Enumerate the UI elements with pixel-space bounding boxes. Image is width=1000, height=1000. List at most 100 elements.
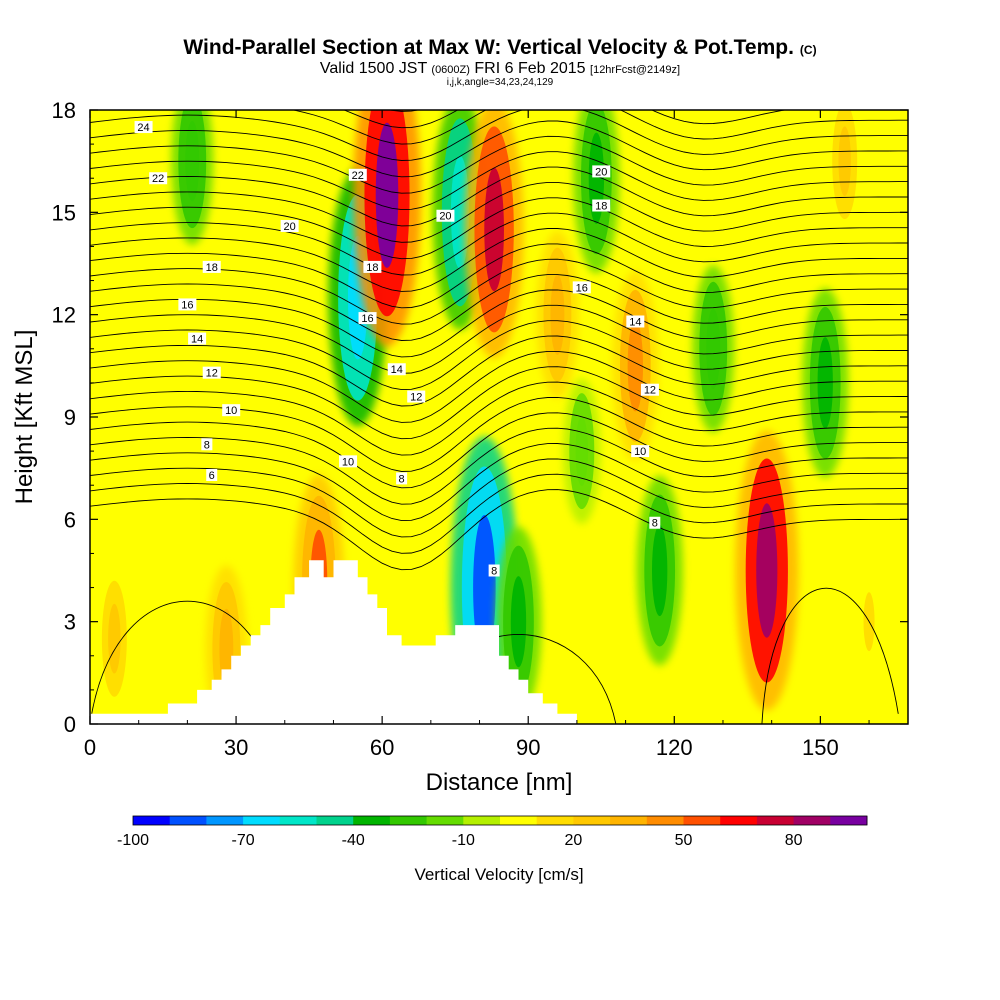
colorbar-frame — [132, 815, 868, 826]
terrain — [90, 560, 577, 724]
contour-label-text: 18 — [206, 262, 218, 274]
velocity-cell — [612, 270, 659, 461]
contour-label-text: 14 — [191, 334, 203, 346]
contour-label-text: 12 — [644, 385, 656, 397]
contour-label: 8 — [396, 472, 408, 485]
valid-time: Valid 1500 JST — [319, 60, 427, 77]
chart-subtitle: Valid 1500 JST (0600Z) FRI 6 Feb 2015 [1… — [0, 60, 1000, 78]
theta-isentrope — [90, 473, 908, 554]
theta-isentrope — [90, 258, 908, 325]
colorbar-swatch — [169, 816, 207, 825]
colorbar-swatch — [316, 816, 354, 825]
x-tick-label: 60 — [370, 735, 394, 760]
theta-isentrope — [90, 166, 908, 227]
theta-isentrope — [761, 587, 899, 724]
theta-isentrope — [90, 304, 908, 374]
theta-isentrope — [90, 274, 908, 341]
contour-label-text: 22 — [152, 173, 164, 185]
colorbar-swatch — [463, 816, 501, 825]
contour-label-text: 12 — [410, 392, 422, 404]
theta-isentrope — [90, 489, 908, 571]
contour-label-text: 20 — [439, 211, 451, 223]
theta-isentrope — [90, 335, 908, 407]
contour-label-text: 10 — [342, 456, 354, 468]
theta-contour-labels: 24 22 22 20 20 20 18 18 18 16 16 16 14 14 14 12 12 12 10 10… — [134, 121, 661, 578]
theta-isentrope — [90, 212, 908, 276]
contour-label: 22 — [149, 172, 168, 185]
colorbar-swatch — [610, 816, 648, 825]
theta-isentrope — [90, 427, 908, 505]
velocity-cell — [636, 475, 683, 666]
contour-label-text: 24 — [137, 122, 149, 134]
contour-label: 6 — [206, 468, 218, 482]
colorbar-swatch — [206, 816, 244, 825]
contour-label-text: 20 — [284, 221, 296, 233]
colorbar-swatch — [683, 816, 721, 825]
theta-isentrope — [342, 110, 788, 129]
colorbar-swatch — [353, 816, 391, 825]
contour-label: 18 — [363, 260, 382, 274]
contour-label: 22 — [348, 168, 367, 182]
colorbar-swatch — [133, 816, 171, 825]
colorbar-swatch — [243, 816, 281, 825]
contour-label-text: 8 — [652, 518, 658, 530]
colorbar-tick-label: -40 — [342, 832, 365, 849]
contour-label: 16 — [572, 281, 591, 294]
colorbar-swatch — [279, 816, 317, 825]
theta-isentrope — [90, 243, 908, 309]
colorbar-tick-label: -70 — [232, 832, 255, 849]
contour-label: 8 — [649, 516, 661, 530]
contour-label: 12 — [640, 383, 659, 397]
title-mark: (C) — [799, 43, 817, 57]
velocity-cell — [735, 430, 799, 711]
chart-title: Wind-Parallel Section at Max W: Vertical… — [0, 36, 1000, 60]
contour-label: 14 — [188, 332, 207, 346]
theta-isentrope — [90, 197, 908, 260]
y-tick-label: 3 — [64, 610, 76, 635]
x-tick-label: 90 — [516, 735, 540, 760]
contour-label-text: 8 — [204, 439, 210, 451]
velocity-cell — [464, 110, 524, 359]
theta-isentrope — [90, 181, 908, 243]
contour-label: 20 — [592, 165, 611, 178]
y-tick-label: 0 — [64, 712, 76, 737]
colorbar-swatch — [793, 816, 831, 825]
velocity-cell — [563, 378, 601, 524]
colorbar-swatch — [389, 816, 428, 825]
colorbar-title: Vertical Velocity [cm/s] — [414, 865, 583, 884]
theta-isentrope — [90, 381, 908, 456]
theta-isentrope — [90, 289, 908, 358]
velocity-cell — [353, 110, 421, 347]
contour-label-text: 8 — [399, 473, 405, 485]
contour-label-text: 18 — [366, 262, 378, 274]
y-axis-title: Height [Kft MSL] — [11, 330, 38, 505]
colorbar-swatch — [573, 816, 611, 825]
contour-label: 10 — [631, 445, 650, 458]
chart-indices: i,j,k,angle=34,23,24,129 — [446, 77, 554, 88]
chart-title-text: Wind-Parallel Section at Max W: Vertical… — [183, 36, 794, 59]
contour-label: 14 — [626, 315, 645, 328]
x-tick-label: 150 — [802, 735, 839, 760]
contour-label-text: 12 — [206, 368, 218, 380]
velocity-cell — [825, 110, 864, 234]
colorbar-swatch — [756, 816, 795, 825]
forecast-info: [12hrFcst@2149z] — [590, 64, 681, 76]
terrain-mask — [90, 560, 577, 724]
contour-label-text: 22 — [352, 170, 364, 182]
forecast-date: FRI 6 Feb 2015 — [474, 60, 586, 77]
colorbar-swatch — [500, 816, 538, 825]
velocity-cell — [536, 230, 579, 399]
contour-label: 12 — [202, 366, 221, 380]
y-tick-label: 6 — [64, 507, 76, 532]
utc-time: (0600Z) — [431, 64, 470, 76]
contour-label: 16 — [178, 298, 197, 311]
theta-isentrope — [90, 366, 908, 440]
contour-label: 18 — [592, 199, 611, 213]
contour-label: 18 — [202, 260, 221, 274]
y-tick-label: 18 — [52, 98, 76, 123]
contour-label: 24 — [134, 121, 153, 134]
x-axis: 0 30 60 90 120 150 — [84, 110, 870, 760]
contour-label-text: 18 — [595, 201, 607, 213]
colorbar-tick-label: -100 — [117, 832, 149, 849]
contour-label: 10 — [222, 404, 241, 417]
